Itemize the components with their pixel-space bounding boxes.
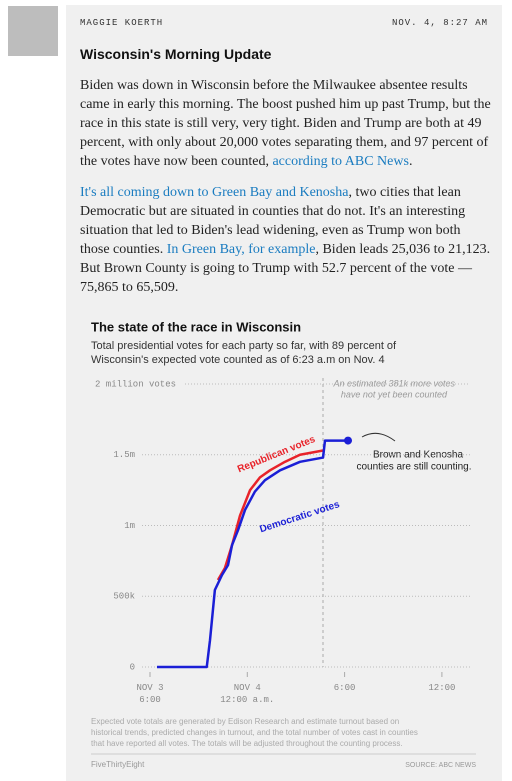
annotation-arrow <box>361 432 396 442</box>
y-tick-label: 500k <box>113 592 135 602</box>
x-tick-label: 6:00 <box>334 683 356 693</box>
post-card <box>66 5 502 781</box>
footnote: historical trends, predicted changes in … <box>91 728 418 737</box>
chart-subtitle: Wisconsin's expected vote counted as of … <box>91 354 385 366</box>
footnote: Expected vote totals are generated by Ed… <box>91 717 399 726</box>
y-tick-label: 0 <box>130 662 135 672</box>
annotation: counties are still counting. <box>356 462 471 473</box>
footnote: that have reported all votes. The totals… <box>91 739 403 748</box>
y-tick-label: 2 million votes <box>95 379 176 389</box>
brand: FiveThirtyEight <box>91 760 145 769</box>
x-tick-label: NOV 4 12:00 a.m. <box>220 683 274 705</box>
link[interactable]: It's all coming down to Green Bay and Ke… <box>80 185 349 200</box>
author: MAGGIE KOERTH <box>80 18 164 28</box>
y-tick-label: 1.5m <box>113 450 135 460</box>
end-point <box>344 436 353 445</box>
annotation: An estimated 381k more votes <box>332 378 455 388</box>
link[interactable]: according to ABC News <box>272 154 409 169</box>
x-tick-label: 12:00 <box>428 683 455 693</box>
x-tick-label: NOV 3 6:00 <box>136 683 163 705</box>
y-tick-label: 1m <box>124 521 135 531</box>
chart-title: The state of the race in Wisconsin <box>91 319 301 334</box>
link[interactable]: In Green Bay, for example <box>166 242 316 257</box>
annotation: have not yet been counted <box>341 389 448 399</box>
text: . <box>408 154 413 169</box>
text: , Biden leads 25,036 to 21,123. But Brow… <box>80 242 491 295</box>
post-title: Wisconsin's Morning Update <box>80 46 272 62</box>
text: , two cities that lean Democratic but ar… <box>80 185 466 257</box>
chart-subtitle: Total presidential votes for each party … <box>91 340 397 352</box>
series-label: Democratic votes <box>258 499 341 535</box>
paragraph: Biden was down in Wisconsin before the M… <box>80 76 492 171</box>
author-avatar <box>8 6 58 56</box>
text: Biden was down in Wisconsin before the M… <box>80 78 491 169</box>
timestamp: NOV. 4, 8:27 AM <box>391 18 488 28</box>
series-line <box>156 439 349 669</box>
source: SOURCE: ABC NEWS <box>405 762 476 769</box>
paragraph: It's all coming down to Green Bay and Ke… <box>80 183 492 297</box>
post-body: Biden was down in Wisconsin before the M… <box>80 76 492 309</box>
